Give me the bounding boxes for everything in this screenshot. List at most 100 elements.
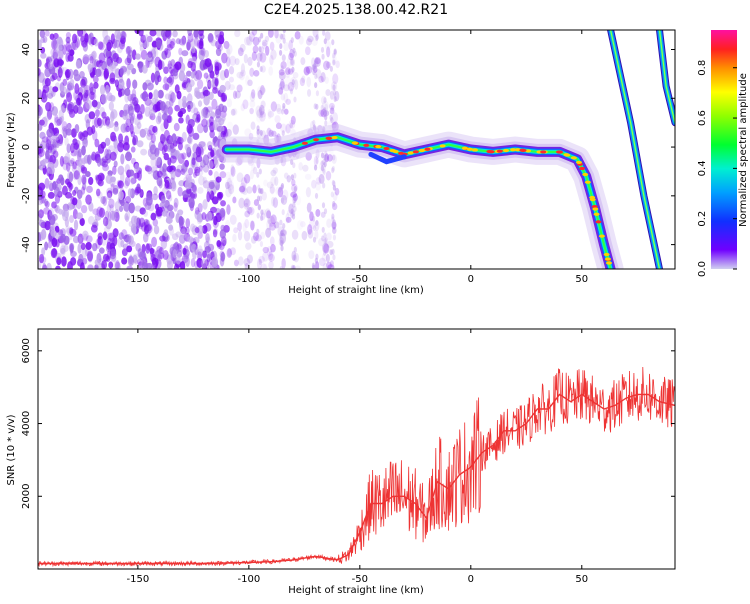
heatmap-hotspot — [595, 220, 602, 224]
heatmap-noise-cell — [232, 108, 238, 116]
heatmap-noise-cell — [245, 75, 250, 86]
heatmap-noise-cell — [325, 170, 332, 181]
heatmap-noise-cell — [333, 49, 337, 56]
heatmap-noise-cell — [249, 67, 255, 77]
snr-noise-trace — [38, 366, 675, 568]
heatmap-noise-cell — [185, 82, 193, 93]
heatmap-noise-cell — [43, 115, 50, 122]
heatmap-noise-cell — [164, 93, 171, 100]
heatmap-noise-cell — [155, 249, 162, 260]
heatmap-noise-cell — [324, 114, 328, 121]
heatmap-noise-cell — [239, 43, 246, 53]
heatmap-noise-cell — [73, 89, 81, 101]
heatmap-noise-cell — [282, 30, 286, 34]
heatmap-noise-cell — [99, 84, 106, 96]
heatmap-noise-cell — [175, 231, 182, 238]
heatmap-noise-cell — [251, 163, 256, 171]
heatmap-noise-cell — [221, 52, 228, 64]
heatmap-noise-cell — [70, 157, 75, 165]
heatmap-noise-cell — [153, 125, 158, 135]
heatmap-noise-cell — [171, 180, 176, 190]
heatmap-noise-cell — [228, 76, 235, 83]
heatmap-hotspot — [589, 198, 596, 202]
heatmap-noise-cell — [283, 172, 289, 179]
heatmap-noise-cell — [224, 80, 231, 91]
heatmap-noise-cell — [50, 90, 56, 97]
heatmap-noise-cell — [330, 117, 334, 124]
heatmap-noise-cell — [80, 78, 86, 88]
heatmap-noise-cell — [239, 182, 246, 193]
heatmap-noise-cell — [315, 208, 321, 217]
heatmap-noise-cell — [320, 211, 326, 218]
heatmap-noise-cell — [134, 163, 140, 173]
heatmap-noise-cell — [120, 153, 125, 165]
heatmap-noise-cell — [92, 58, 97, 70]
heatmap-noise-cell — [207, 32, 214, 43]
heatmap-noise-cell — [285, 213, 290, 224]
heatmap-noise-cell — [315, 68, 322, 79]
heatmap-noise-cell — [173, 263, 180, 269]
heatmap-noise-cell — [151, 40, 158, 48]
heatmap-noise-cell — [148, 102, 156, 112]
heatmap-noise-cell — [229, 214, 237, 225]
heatmap-noise-cell — [279, 33, 283, 40]
heatmap-noise-cell — [109, 62, 117, 72]
snr-x-axis: -150 -100 -50 0 50 — [127, 329, 588, 585]
heatmap-noise-cell — [332, 59, 336, 66]
heatmap-noise-cell — [280, 197, 285, 204]
heatmap-noise-cell — [72, 189, 77, 196]
heatmap-noise-cell — [191, 243, 197, 253]
heatmap-noise-cell — [143, 218, 149, 228]
heatmap-noise-cell — [205, 236, 211, 246]
heatmap-noise-cell — [271, 196, 276, 207]
heatmap-noise-cell — [141, 243, 146, 254]
heatmap-hotspot — [525, 149, 532, 153]
heatmap-noise-cell — [95, 174, 103, 185]
heatmap-noise-cell — [324, 103, 329, 114]
heatmap-noise-cell — [293, 186, 297, 193]
heatmap-noise-cell — [291, 229, 299, 240]
heatmap-hotspot — [579, 166, 586, 171]
heatmap-noise-cell — [91, 125, 96, 135]
heatmap-noise-cell — [315, 261, 320, 269]
heatmap-noise-cell — [259, 52, 267, 63]
heatmap-noise-cell — [202, 199, 208, 210]
heatmap-noise-cell — [306, 202, 312, 213]
snr-x-tick-label: 0 — [468, 574, 474, 585]
heatmap-noise-cell — [249, 220, 256, 228]
heatmap-noise-cell — [174, 168, 182, 178]
heatmap-noise-cell — [127, 63, 134, 71]
heatmap-noise-cell — [103, 68, 110, 80]
heatmap-noise-cell — [321, 53, 325, 60]
heatmap-noise-cell — [315, 33, 319, 40]
heatmap-noise-cell — [233, 259, 239, 267]
heatmap-noise-cell — [234, 90, 241, 99]
heatmap-noise-cell — [217, 119, 222, 131]
heatmap-noise-cell — [148, 109, 156, 117]
heatmap-noise-cell — [113, 260, 118, 268]
heatmap-noise-cell — [282, 102, 286, 109]
heatmap-noise-cell — [121, 257, 128, 265]
heatmap-noise-cell — [112, 228, 119, 238]
heatmap-noise-cell — [54, 116, 61, 127]
heatmap-noise-cell — [324, 31, 331, 41]
heatmap-noise-cell — [65, 52, 70, 63]
heatmap-noise-cell — [47, 143, 54, 151]
heatmap-noise-cell — [201, 108, 206, 120]
heatmap-noise-cell — [284, 67, 291, 76]
heatmap-noise-cell — [267, 109, 272, 120]
heatmap-noise-cell — [169, 155, 177, 164]
heatmap-noise-cell — [256, 109, 263, 118]
heatmap-noise-cell — [193, 71, 200, 82]
heatmap-noise-cell — [88, 111, 96, 120]
heatmap-noise-cell — [219, 207, 226, 218]
heatmap-noise-cell — [134, 103, 141, 113]
heatmap-noise-cell — [289, 49, 295, 59]
heatmap-noise-cell — [109, 204, 114, 213]
heatmap-noise-cell — [195, 91, 202, 99]
heatmap-noise-cell — [260, 84, 265, 96]
heatmap-noise-cell — [185, 70, 192, 77]
heatmap-noise-cell — [95, 238, 101, 249]
heatmap-noise-cell — [283, 92, 289, 103]
heatmap-noise-cell — [291, 250, 297, 262]
